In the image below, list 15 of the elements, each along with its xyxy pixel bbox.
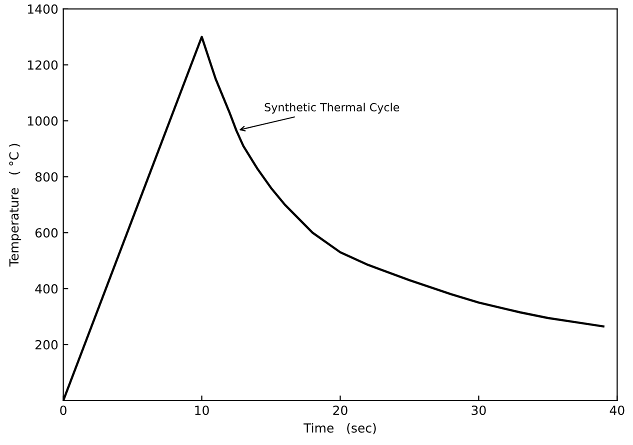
y-tick-label: 1400 bbox=[28, 4, 58, 14]
annotation: Synthetic Thermal Cycle bbox=[264, 102, 400, 114]
x-tick-label: 30 bbox=[472, 406, 486, 416]
x-tick-label: 0 bbox=[60, 406, 66, 416]
y-axis-title: Temperature ( °C ) bbox=[8, 144, 22, 267]
y-tick-label: 800 bbox=[35, 172, 58, 182]
x-tick-label: 10 bbox=[195, 406, 209, 416]
x-tick-label: 40 bbox=[610, 406, 624, 416]
y-tick-label: 200 bbox=[35, 340, 58, 350]
y-tick-label: 600 bbox=[35, 228, 58, 238]
y-tick-label: 1200 bbox=[28, 60, 58, 70]
x-axis-title: Time (sec) bbox=[304, 423, 376, 434]
y-tick-label: 400 bbox=[35, 284, 58, 294]
y-tick-label: 1000 bbox=[28, 116, 58, 126]
x-tick-label: 20 bbox=[333, 406, 348, 416]
